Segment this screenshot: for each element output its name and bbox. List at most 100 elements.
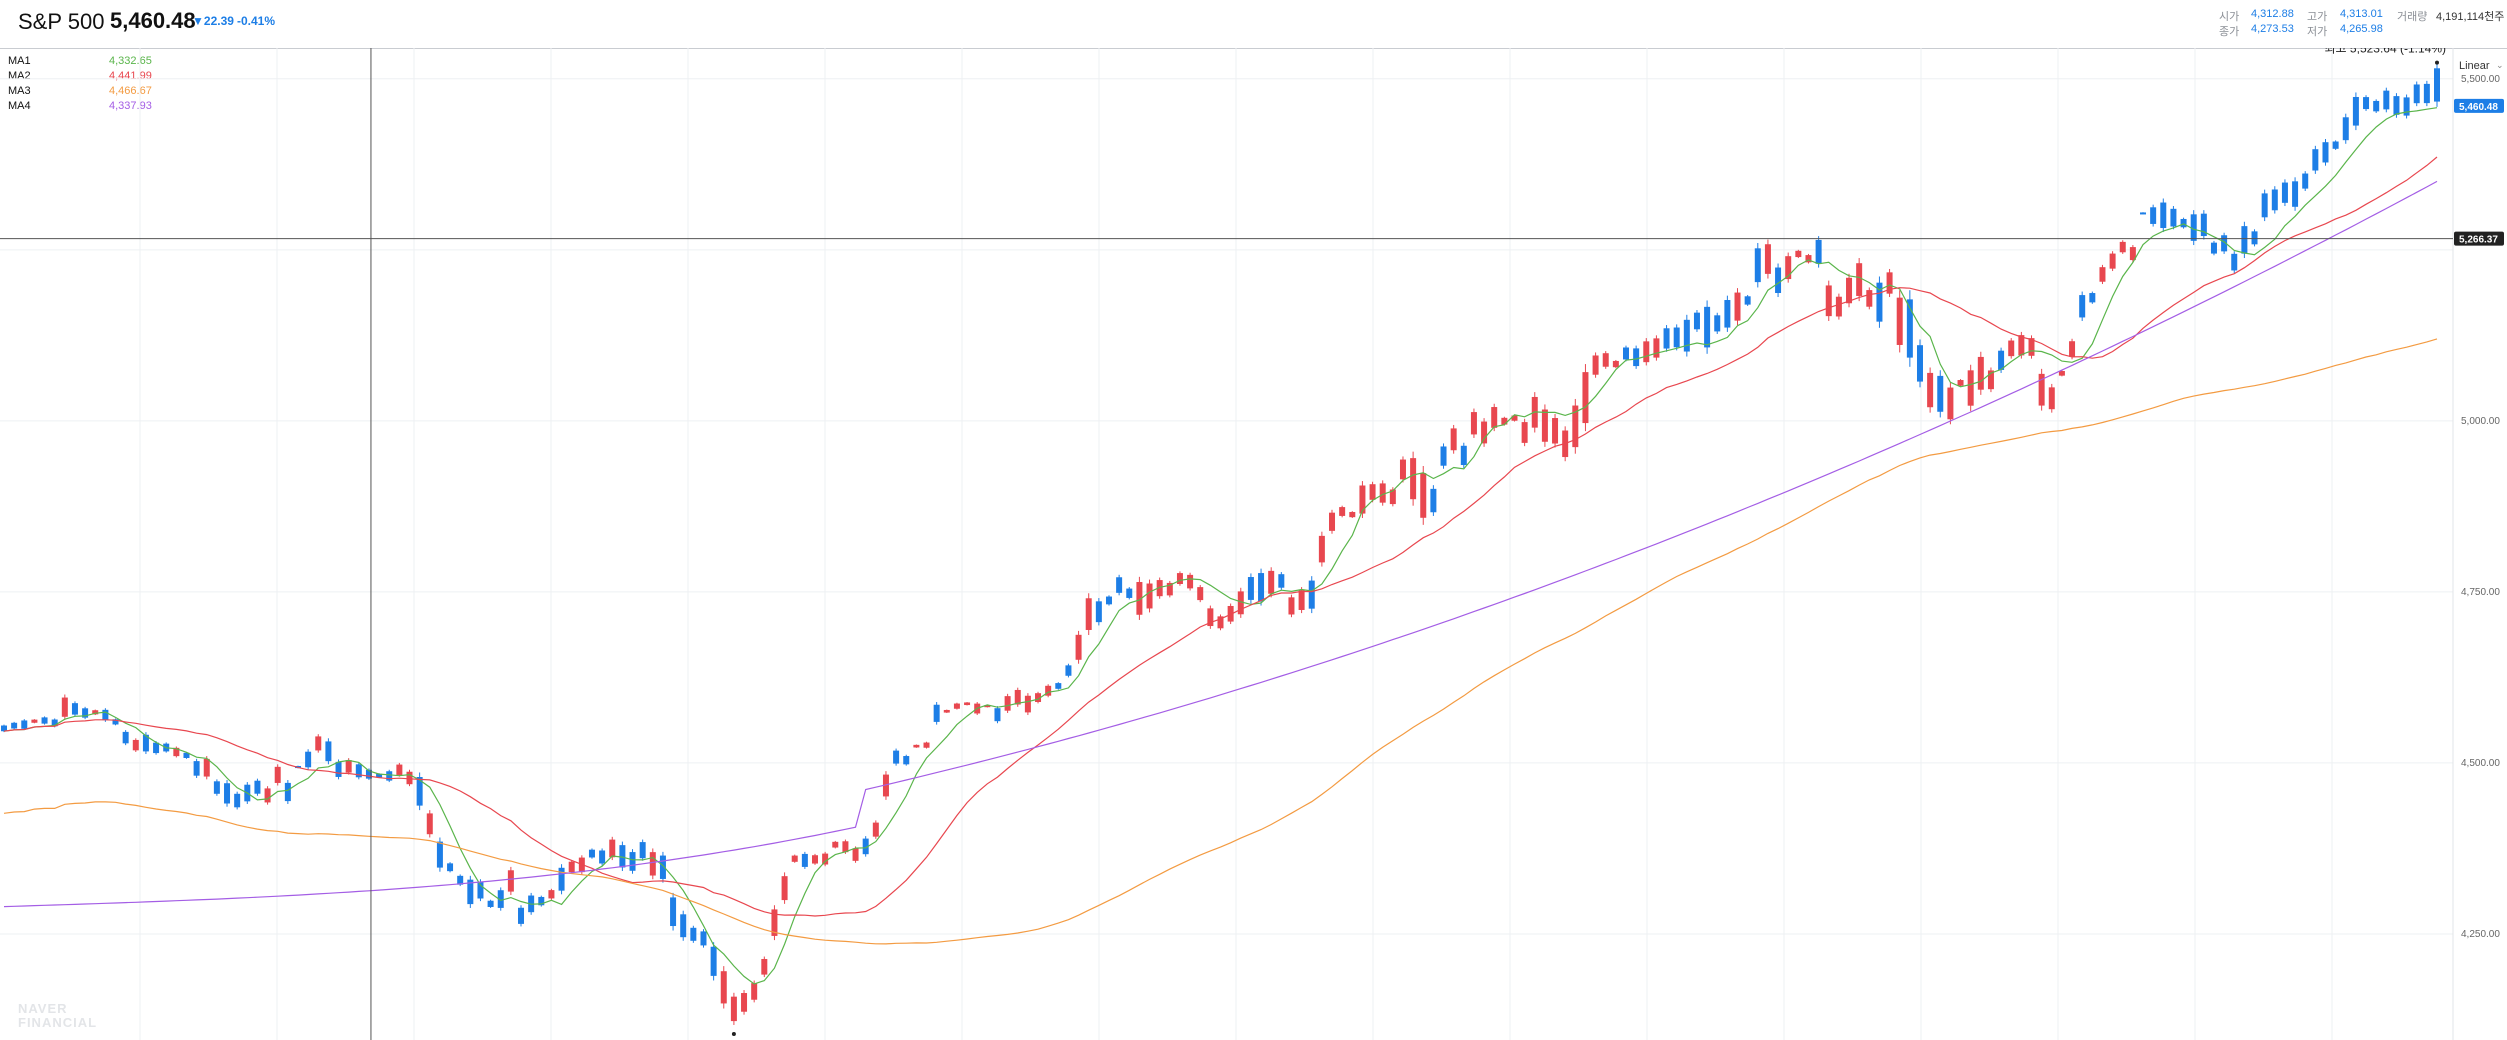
candle-body [1856, 263, 1863, 296]
candle-body [659, 855, 666, 879]
candle-body [822, 853, 829, 865]
candle-body [1065, 665, 1072, 676]
candlestick-chart[interactable]: 5,500.00 5,000.00 4,750.00 4,500.00 4,250.00… [0, 48, 2507, 1040]
candle-body [2231, 253, 2238, 271]
scale-mode-select[interactable]: Linear [2459, 60, 2490, 72]
candle-body [2281, 182, 2288, 203]
volume-value: 4,191,114천주 [2436, 11, 2505, 23]
candle-body [102, 709, 109, 721]
ma-legend-row: MA3 4,466.67 [8, 85, 168, 99]
watermark-logo: NAVER FINANCIAL [18, 1001, 98, 1030]
candle-body [903, 756, 910, 765]
candle-body [1764, 244, 1771, 274]
candle-body [1399, 459, 1406, 480]
open-value: 4,312.88 [2251, 8, 2294, 20]
candle-body [1085, 598, 1092, 630]
candle-body [1308, 580, 1315, 609]
candle-body [153, 742, 160, 754]
candle-body [1045, 685, 1052, 696]
candle-body [1967, 370, 1974, 406]
candle-body [862, 838, 869, 855]
candle-body [1430, 488, 1437, 513]
candle-body [41, 717, 48, 724]
candle-body [1055, 683, 1062, 689]
candle-body [376, 773, 383, 778]
candle-body [2079, 295, 2086, 318]
candle-body [386, 771, 393, 781]
candle-body [1359, 485, 1366, 514]
candle-body [1643, 341, 1650, 363]
price-change-value: 22.39 [203, 14, 234, 28]
ma-value: 4,466.67 [109, 85, 152, 97]
candle-body [599, 850, 606, 864]
candle-body [619, 845, 626, 868]
candle-body [1511, 415, 1518, 421]
candle-body [142, 734, 149, 752]
candle-body [933, 704, 940, 722]
chevron-down-icon[interactable]: ⌄ [2496, 60, 2504, 70]
candle-body [1024, 695, 1031, 713]
candle-body [507, 870, 514, 892]
candle-body [2140, 212, 2147, 215]
candle-body [1775, 267, 1782, 294]
candle-body [1825, 285, 1832, 317]
candle-body [2160, 202, 2167, 229]
candle-body [1612, 360, 1619, 368]
candle-body [2434, 68, 2440, 102]
candle-body [132, 739, 139, 751]
candle-body [2312, 149, 2319, 171]
candle-body [1805, 255, 1812, 263]
candle-body [1440, 446, 1447, 466]
y-tick-label: 4,250.00 [2461, 929, 2500, 940]
candle-body [2018, 335, 2025, 356]
candle-body [11, 722, 18, 729]
candle-body [264, 788, 271, 803]
candle-body [71, 703, 78, 715]
candle-body [649, 852, 656, 876]
candle-body [1349, 511, 1356, 518]
candle-body [2170, 208, 2177, 227]
candle-body [457, 875, 464, 885]
candle-body [1247, 577, 1254, 600]
candle-body [1896, 297, 1903, 345]
candle-body [751, 983, 758, 1000]
candle-body [1156, 580, 1163, 597]
candle-body [2383, 90, 2390, 110]
ma-name: MA4 [8, 100, 31, 112]
ma-value: 4,337.93 [109, 100, 152, 112]
candle-body [1592, 355, 1599, 375]
candle-body [1035, 693, 1042, 703]
candle-body [781, 876, 788, 901]
candle-body [92, 710, 99, 715]
candle-body [2251, 231, 2258, 245]
candle-body [2089, 293, 2096, 303]
candle-body [1116, 577, 1123, 593]
candle-body [1673, 327, 1680, 348]
ma1-line [3, 107, 2438, 985]
candle-body [1450, 428, 1457, 451]
candle-body [1470, 412, 1477, 435]
ma-name: MA3 [8, 85, 31, 97]
candle-body [325, 741, 332, 762]
ma4-line [3, 180, 2438, 908]
candle-body [2150, 207, 2157, 224]
candle-body [1389, 489, 1396, 505]
candle-body [690, 927, 697, 941]
candle-body [274, 766, 281, 783]
candle-body [1187, 574, 1194, 589]
candle-body [1785, 256, 1792, 280]
candle-body [1318, 535, 1325, 563]
candle-body [2069, 341, 2076, 357]
candle-body [173, 747, 180, 757]
candle-body [315, 736, 322, 751]
candle-body [193, 761, 200, 776]
candle-body [2008, 340, 2015, 357]
open-label: 시가 [2219, 11, 2240, 23]
candle-body [1714, 315, 1721, 332]
current-price: 5,460.48 [110, 8, 196, 33]
candle-body [852, 848, 859, 861]
candle-body [477, 881, 484, 899]
candle-body [1998, 350, 2005, 370]
candle-body [183, 752, 190, 758]
candle-body [1957, 380, 1964, 386]
